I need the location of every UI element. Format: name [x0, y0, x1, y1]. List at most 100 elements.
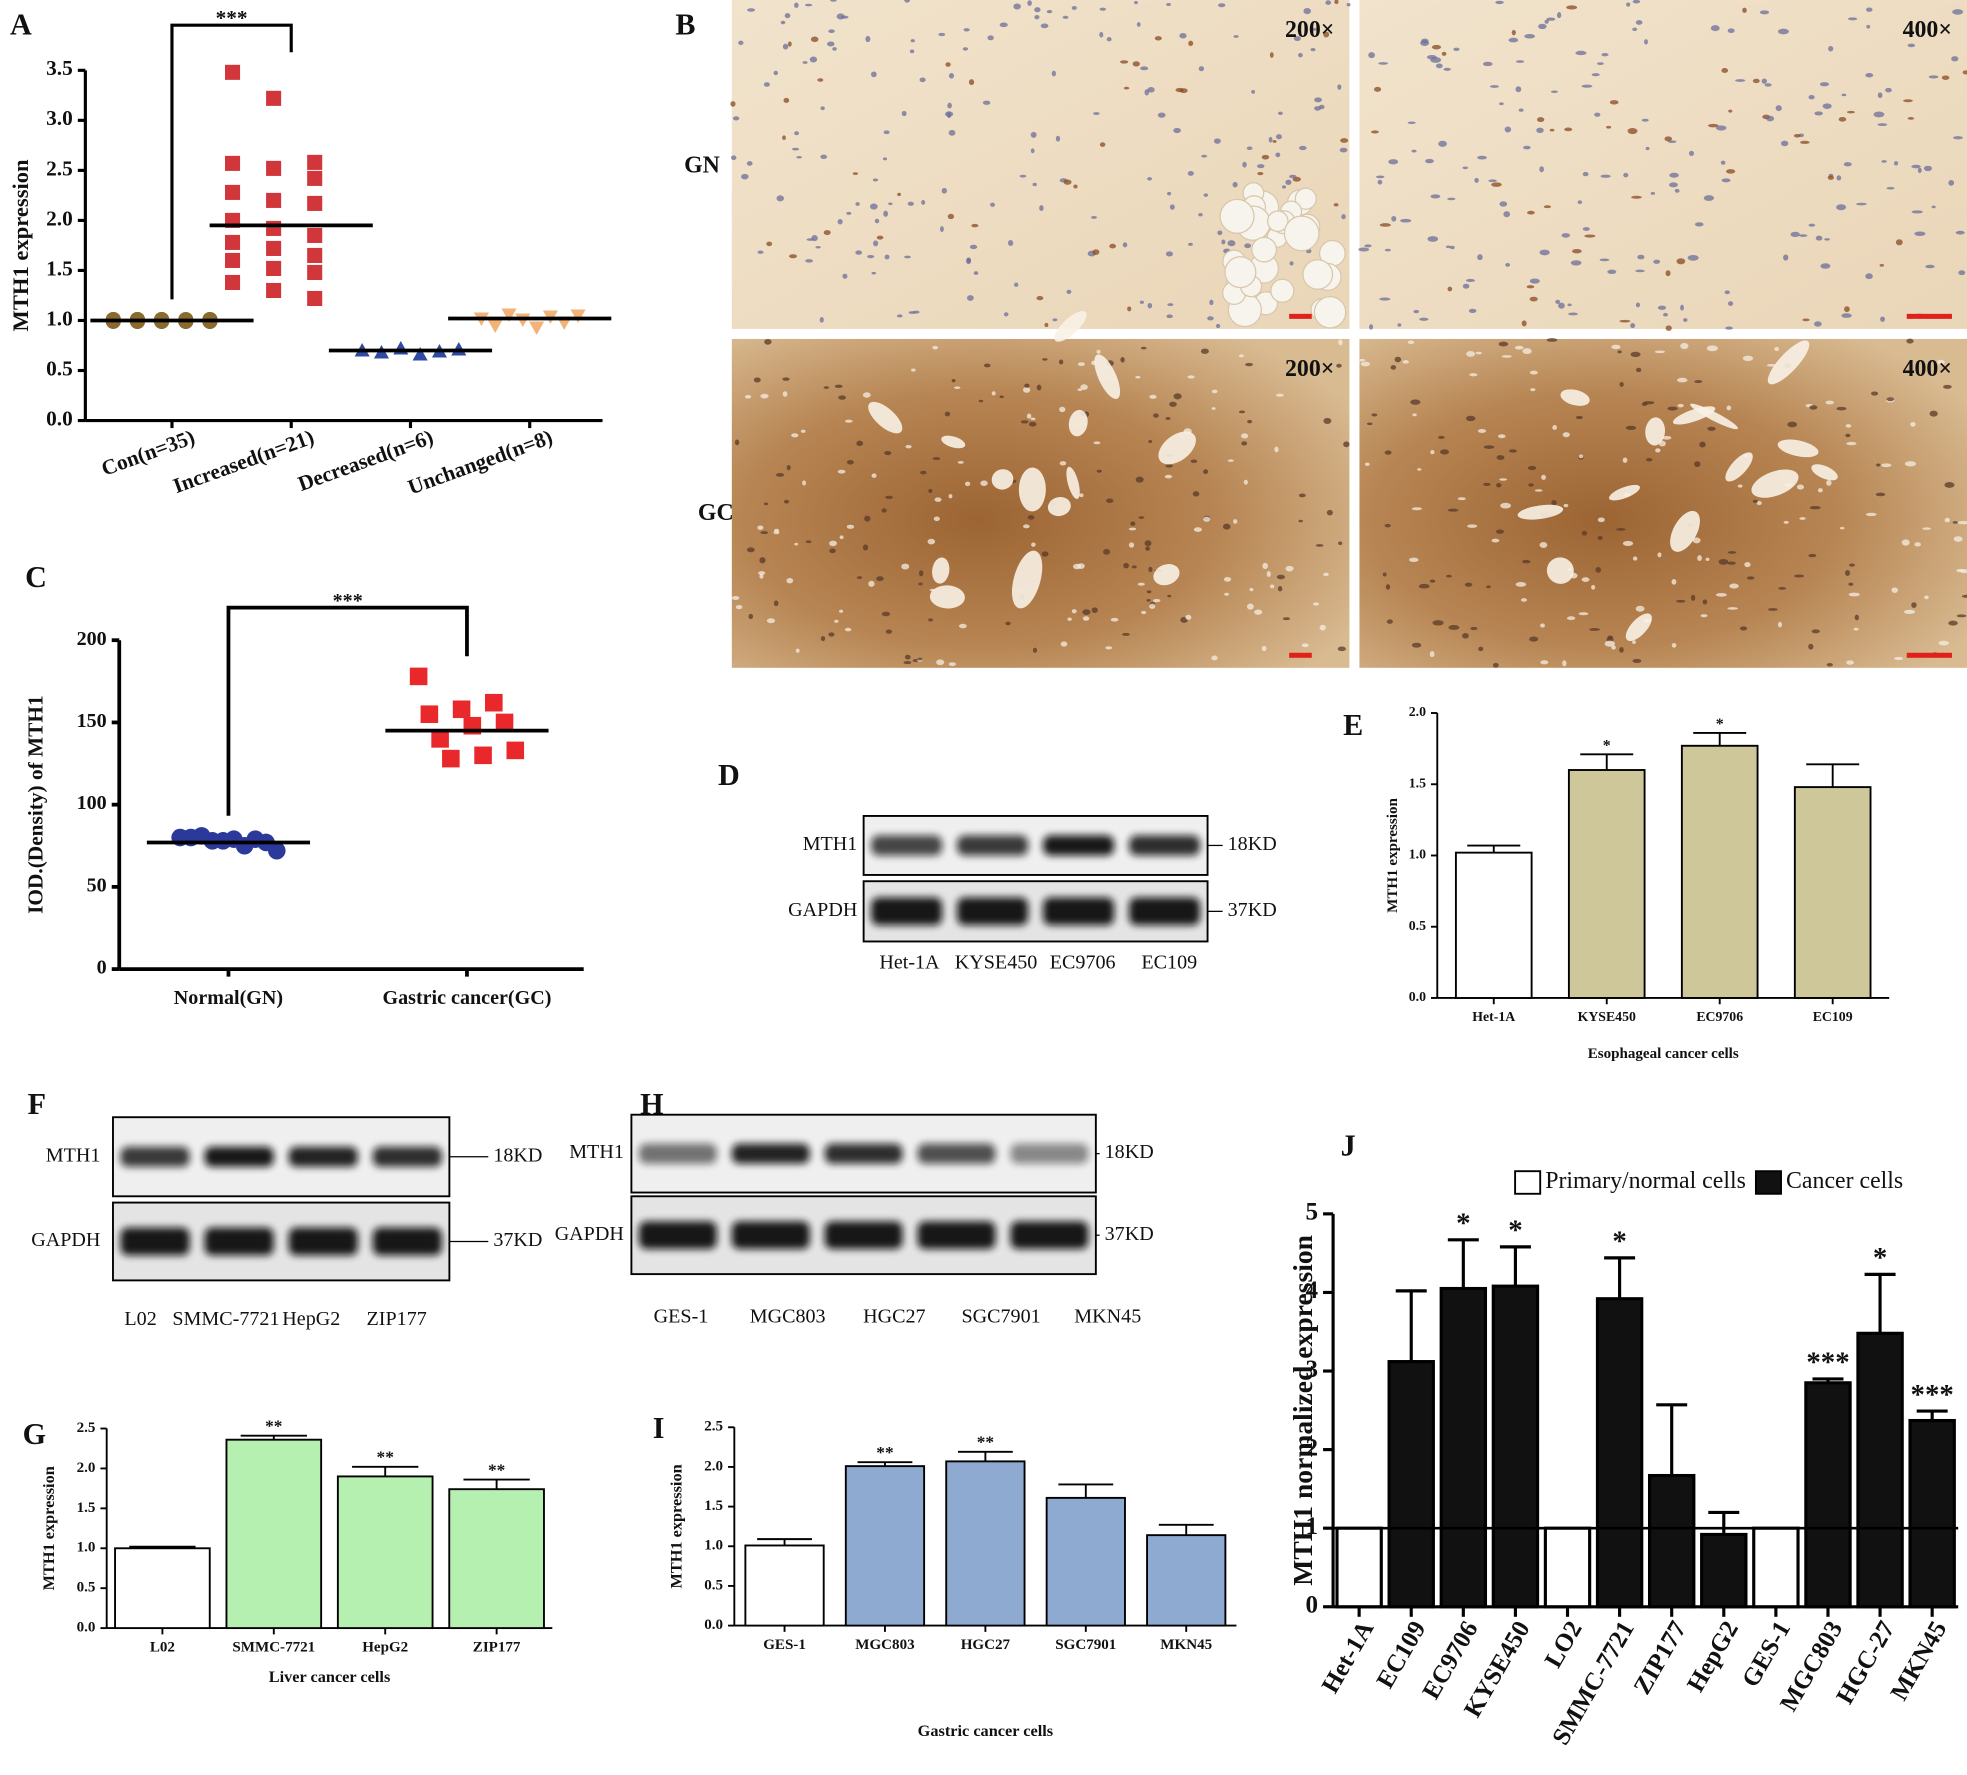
nucleus [844, 419, 853, 423]
nucleus [966, 258, 972, 265]
nucleus [1326, 509, 1333, 516]
significance-label: * [1873, 1242, 1887, 1274]
nucleus [1166, 2, 1172, 6]
nucleus [1955, 230, 1965, 235]
y-axis-label: MTH1 expression [39, 1466, 58, 1590]
x-tick-label: SMMC-7721 [232, 1640, 315, 1656]
bar [1335, 1526, 1383, 1609]
nucleus [1343, 441, 1350, 448]
nucleus [1808, 223, 1816, 227]
nucleus [1432, 620, 1444, 626]
nucleus [1578, 454, 1584, 459]
nucleus [962, 47, 969, 51]
nucleus [1323, 31, 1330, 38]
nucleus [1904, 461, 1917, 467]
nucleus [1665, 325, 1672, 331]
nucleus [839, 609, 844, 613]
nucleus [1911, 164, 1921, 169]
nucleus [862, 392, 871, 398]
nucleus [1336, 363, 1342, 368]
nucleus [1541, 474, 1546, 480]
nucleus [1109, 243, 1117, 249]
nucleus [1515, 582, 1527, 587]
nucleus [1211, 389, 1218, 394]
lumen [1751, 469, 1799, 498]
nucleus [1906, 338, 1914, 344]
nucleus [1641, 402, 1648, 406]
bar [1045, 1496, 1126, 1627]
nucleus [1591, 73, 1600, 77]
nucleus [1190, 459, 1198, 463]
nucleus [1411, 507, 1423, 511]
nucleus [1766, 115, 1775, 122]
nucleus [1601, 52, 1609, 57]
nucleus [1937, 359, 1945, 365]
nucleus [763, 502, 769, 506]
significance-label: *** [333, 590, 363, 612]
point [474, 746, 492, 765]
nucleus [855, 250, 863, 255]
nucleus [1128, 542, 1135, 548]
nucleus [1917, 167, 1922, 174]
point [266, 192, 282, 208]
y-tick-label: 100 [77, 792, 107, 814]
nucleus [1164, 474, 1173, 479]
nucleus [1854, 614, 1860, 621]
y-tick-label: 0.0 [77, 1620, 96, 1636]
band-label: GAPDH [31, 1229, 100, 1251]
nucleus [1165, 464, 1173, 468]
nucleus [1477, 254, 1483, 261]
nucleus [1179, 33, 1187, 39]
blot-band [957, 835, 1029, 856]
nucleus [837, 469, 846, 474]
nucleus [1257, 171, 1264, 176]
nucleus [1777, 28, 1789, 35]
nucleus [1962, 70, 1967, 75]
nucleus [1836, 175, 1842, 181]
nucleus [971, 223, 979, 228]
blot-band [1043, 897, 1115, 926]
error-bar [1158, 1523, 1214, 1536]
y-tick-label: 3.0 [46, 106, 73, 130]
nucleus [1106, 37, 1112, 42]
nucleus [1953, 536, 1963, 542]
size-label: 37KD [493, 1229, 542, 1251]
nucleus [1495, 0, 1504, 5]
nucleus [1938, 640, 1950, 646]
lane-label: SMMC-7721 [172, 1308, 279, 1330]
nucleus [1511, 29, 1516, 36]
nucleus [1091, 215, 1097, 219]
nucleus [766, 241, 773, 247]
nucleus [782, 391, 788, 397]
nucleus [1539, 166, 1544, 173]
nucleus [1005, 621, 1011, 626]
point [266, 220, 282, 236]
nucleus [1764, 83, 1772, 87]
nucleus [1269, 52, 1274, 58]
nucleus [1539, 249, 1550, 256]
nucleus [1556, 12, 1562, 19]
lumen [1018, 467, 1046, 512]
nucleus [980, 480, 988, 486]
nucleus [1498, 341, 1509, 347]
nucleus [1266, 570, 1271, 578]
x-tick-label: HepG2 [1682, 1617, 1744, 1697]
x-tick-label: SGC7901 [1055, 1637, 1116, 1653]
bar [1439, 1286, 1488, 1609]
nucleus [1699, 441, 1706, 448]
nucleus [1817, 488, 1823, 493]
nucleus [1705, 557, 1710, 561]
nucleus [1437, 435, 1445, 439]
bar [336, 1475, 434, 1630]
nucleus [1589, 628, 1601, 631]
blot-band [871, 897, 943, 926]
nucleus [1778, 587, 1787, 590]
nucleus [1245, 362, 1253, 367]
nucleus [846, 211, 852, 215]
nucleus [1475, 351, 1482, 355]
nucleus [1827, 175, 1834, 180]
point [529, 321, 545, 336]
nucleus [738, 40, 744, 45]
nucleus [1893, 161, 1899, 166]
